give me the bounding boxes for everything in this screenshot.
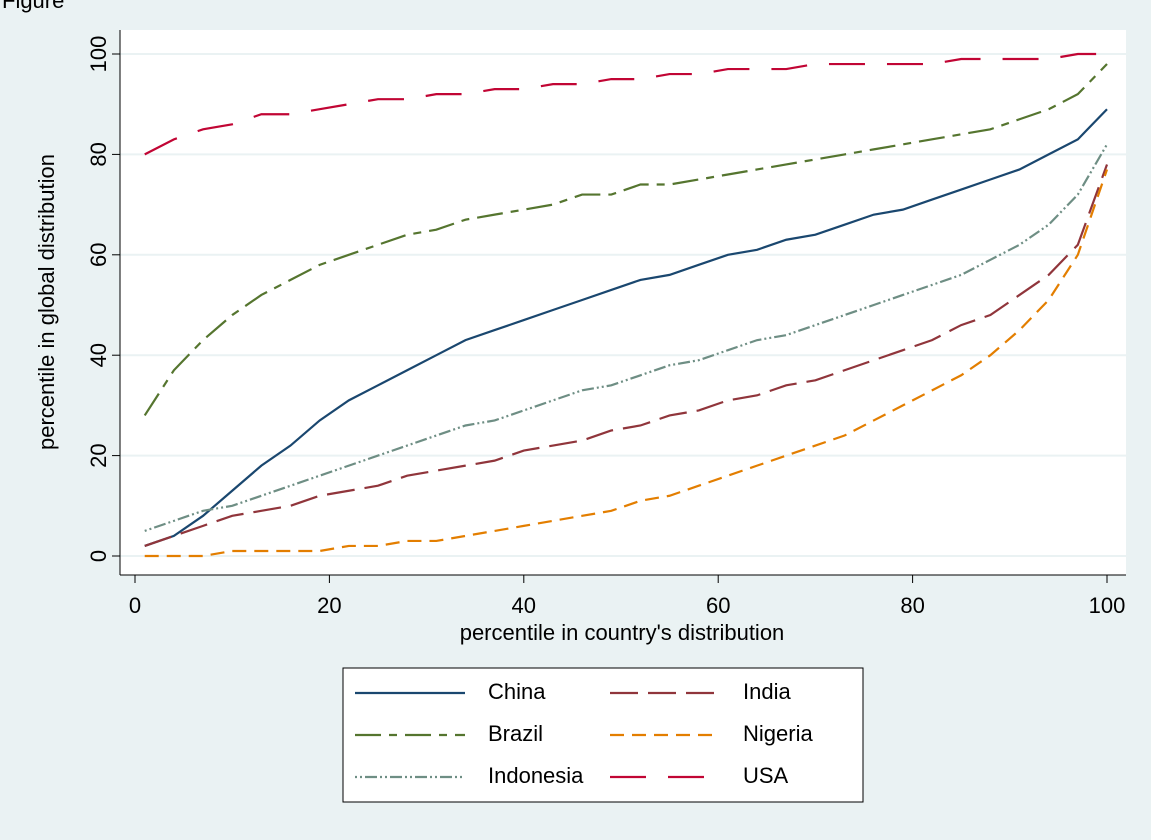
series-line (144, 108, 1108, 548)
y-tick-label: 60 (86, 243, 111, 267)
x-tick-label: 20 (317, 593, 341, 618)
x-tick-label: 0 (129, 593, 141, 618)
legend-label: Indonesia (488, 763, 584, 788)
x-tick-label: 80 (900, 593, 924, 618)
legend-label: Nigeria (743, 721, 813, 746)
y-axis-label: percentile in global distribution (34, 154, 59, 450)
x-tick-label: 60 (706, 593, 730, 618)
x-axis-label: percentile in country's distribution (460, 620, 785, 645)
y-tick-label: 20 (86, 443, 111, 467)
legend-label: Brazil (488, 721, 543, 746)
series-line (144, 164, 1109, 548)
legend-label: China (488, 679, 546, 704)
y-tick-label: 80 (86, 142, 111, 166)
legend-label: USA (743, 763, 789, 788)
caption: Figure (2, 0, 64, 13)
y-tick-label: 40 (86, 343, 111, 367)
x-tick-label: 100 (1089, 593, 1126, 618)
plot-area (120, 30, 1126, 575)
legend-label: India (743, 679, 791, 704)
series-line (144, 143, 1108, 532)
series-line (143, 63, 1108, 417)
y-tick-label: 100 (86, 36, 111, 73)
series-line (144, 52, 1107, 156)
series-line (144, 169, 1109, 558)
x-tick-label: 40 (512, 593, 536, 618)
y-tick-label: 0 (86, 550, 111, 562)
